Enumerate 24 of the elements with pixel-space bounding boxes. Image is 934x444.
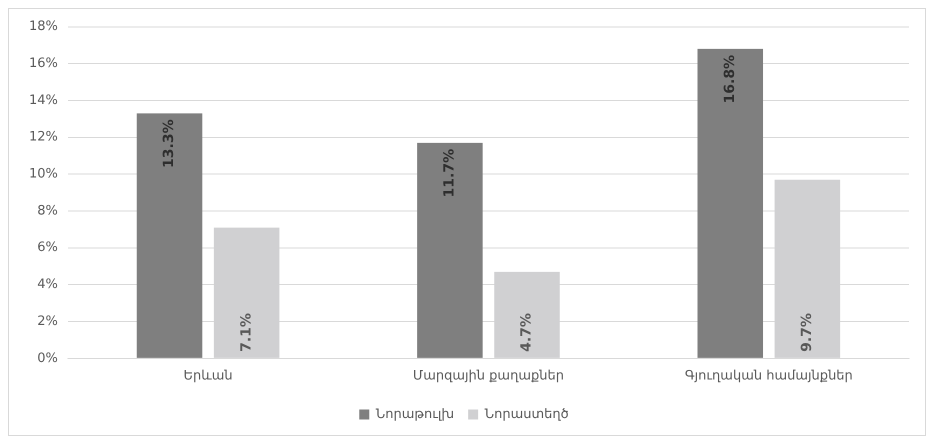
data-label: 9.7%: [799, 313, 816, 352]
y-tick-label: 18%: [28, 19, 58, 34]
bar: [417, 142, 483, 358]
data-label: 16.8%: [722, 54, 738, 104]
y-tick-label: 8%: [37, 203, 58, 218]
data-label: 13.3%: [161, 119, 178, 168]
data-label: 7.1%: [238, 313, 254, 352]
x-tick-label: Երևան: [183, 368, 233, 384]
y-tick-label: 12%: [28, 130, 58, 145]
data-label: 11.7%: [442, 148, 458, 198]
bar: [697, 48, 764, 358]
y-tick-label: 16%: [28, 56, 58, 72]
data-label: 4.7%: [518, 313, 535, 352]
y-tick-label: 6%: [37, 240, 58, 256]
y-tick-label: 4%: [37, 277, 58, 292]
bar: [136, 113, 202, 358]
y-tick-label: 10%: [28, 166, 58, 182]
y-tick-label: 14%: [28, 92, 58, 108]
legend-label: Նորաթուլխ: [376, 406, 454, 422]
y-tick-label: 2%: [37, 314, 58, 329]
x-tick-label: Մարզային քաղաքներ: [412, 368, 564, 384]
y-tick-label: 0%: [37, 350, 58, 366]
x-tick-label: Գյուղական համայնքներ: [684, 368, 853, 384]
legend-label: Նորաստեղծ: [484, 406, 569, 422]
